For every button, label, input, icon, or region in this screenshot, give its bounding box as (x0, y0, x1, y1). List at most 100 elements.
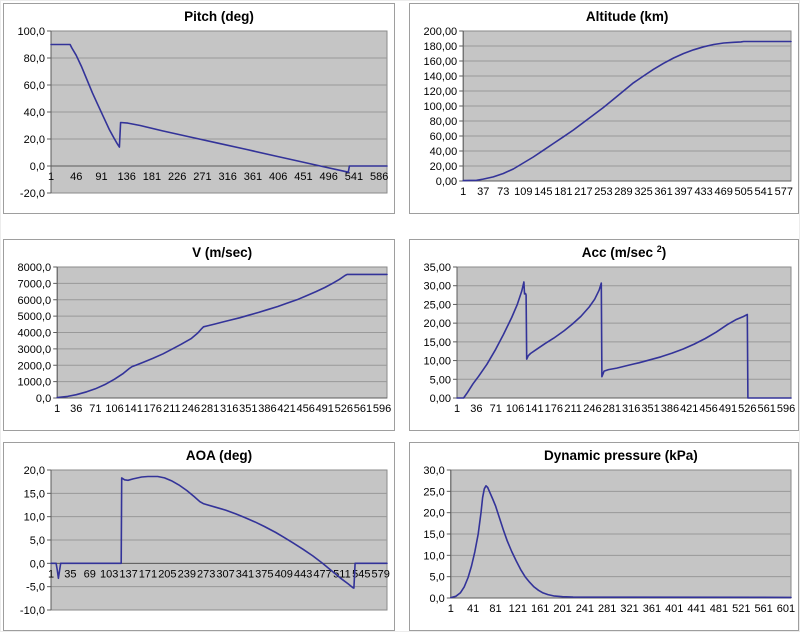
x-axis-label: 81 (489, 603, 501, 615)
x-axis-label: 456 (296, 403, 314, 415)
x-axis-label: 351 (641, 403, 659, 415)
x-axis-label: 141 (124, 403, 142, 415)
x-axis-label: 281 (598, 603, 616, 615)
x-axis-label: 71 (490, 403, 502, 415)
y-axis-label: 30,00 (423, 281, 451, 293)
x-axis-label: 176 (545, 403, 563, 415)
x-axis-label: 273 (197, 568, 215, 580)
x-axis-label: 145 (534, 186, 552, 198)
x-axis-label: 46 (70, 171, 82, 183)
y-axis-label: 40,0 (24, 107, 45, 119)
y-axis-label: 60,0 (24, 80, 45, 92)
x-axis-label: 491 (316, 403, 334, 415)
x-axis-label: 205 (158, 568, 176, 580)
chart-title: Altitude (km) (586, 9, 669, 24)
x-axis-label: 401 (665, 603, 683, 615)
x-axis-label: 386 (661, 403, 679, 415)
x-axis-label: 307 (216, 568, 234, 580)
x-axis-label: 211 (163, 403, 181, 415)
series-line (50, 475, 388, 589)
x-axis-label: 521 (732, 603, 750, 615)
x-axis-label: 481 (710, 603, 728, 615)
x-axis-label: 271 (193, 171, 211, 183)
x-axis-label: 441 (687, 603, 705, 615)
x-axis-label: 181 (554, 186, 572, 198)
chart-canvas: 30,0 25,0 20,0 15,0 10,0 5,0 0,01 41 81 121 161 201… (423, 448, 795, 615)
x-axis-label: 406 (269, 171, 287, 183)
x-axis-label: 211 (564, 403, 582, 415)
y-axis-label: 100,00 (424, 101, 458, 113)
y-axis-label: 8000,0 (18, 262, 52, 274)
y-axis-label: 0,0 (30, 161, 45, 173)
y-axis-label: 30,0 (423, 465, 444, 477)
y-axis-label: 2000,0 (18, 360, 52, 372)
y-axis-label: 5,00 (430, 374, 451, 386)
x-axis-label: 545 (352, 568, 370, 580)
x-axis-label: 579 (372, 568, 390, 580)
x-axis-label: 241 (576, 603, 594, 615)
x-axis-label: 325 (634, 186, 652, 198)
y-axis-label: 0,00 (436, 176, 457, 188)
x-axis-label: 386 (258, 403, 276, 415)
x-axis-label: 106 (506, 403, 524, 415)
x-axis-label: 281 (603, 403, 621, 415)
x-axis-label: 141 (525, 403, 543, 415)
x-axis-label: 375 (255, 568, 273, 580)
x-axis-label: 181 (143, 171, 161, 183)
y-axis-label: 60,00 (430, 131, 458, 143)
x-axis-label: 136 (118, 171, 136, 183)
x-axis-label: 37 (477, 186, 489, 198)
y-axis-label: 15,0 (24, 488, 45, 500)
x-axis-label: 226 (168, 171, 186, 183)
x-axis-label: 246 (583, 403, 601, 415)
x-axis-label: 316 (622, 403, 640, 415)
x-axis-label: 596 (777, 403, 795, 415)
x-axis-label: 421 (277, 403, 295, 415)
y-axis-label: 25,0 (423, 486, 444, 498)
x-axis-label: 561 (754, 603, 772, 615)
x-axis-label: 496 (319, 171, 337, 183)
x-axis-label: 217 (574, 186, 592, 198)
x-axis-label: 601 (777, 603, 795, 615)
chart-velocity: 8000,0 7000,0 6000,0 5000,0 4000,0 3000,0 2000… (3, 239, 395, 431)
chart-dynamic-pressure: 30,0 25,0 20,0 15,0 10,0 5,0 0,0 1 41 81 121 161 201… (409, 442, 799, 631)
x-axis-label: 239 (178, 568, 196, 580)
y-axis-label: 20,00 (430, 161, 458, 173)
x-axis-label: 246 (182, 403, 200, 415)
x-axis-label: 161 (531, 603, 549, 615)
x-axis-label: 106 (105, 403, 123, 415)
x-axis-label: 421 (680, 403, 698, 415)
y-axis-label: 0,00 (430, 393, 451, 405)
x-axis-label: 443 (294, 568, 312, 580)
plot-area (456, 266, 792, 399)
x-axis-label: 409 (275, 568, 293, 580)
x-axis-label: 69 (84, 568, 96, 580)
x-axis-label: 321 (620, 603, 638, 615)
x-axis-label: 253 (594, 186, 612, 198)
y-axis-label: 140,00 (424, 71, 458, 83)
x-axis-label: 361 (654, 186, 672, 198)
x-axis-label: 1 (48, 568, 54, 580)
chart-canvas: 8000,0 7000,0 6000,0 5000,0 4000,0 3000,0 2000… (18, 245, 392, 415)
y-axis-label: 15,00 (423, 337, 451, 349)
x-axis-label: 316 (219, 171, 237, 183)
x-axis-label: 491 (719, 403, 737, 415)
y-axis-label: 80,0 (24, 53, 45, 65)
x-axis-label: 505 (735, 186, 753, 198)
x-axis-label: 171 (139, 568, 157, 580)
y-axis-label: 20,0 (24, 465, 45, 477)
y-axis-label: 4000,0 (18, 328, 52, 340)
y-axis-label: 0,0 (30, 558, 45, 570)
y-axis-label: 10,0 (24, 512, 45, 524)
series-line (56, 273, 388, 399)
y-axis-label: 200,00 (424, 26, 458, 38)
y-axis-label: 7000,0 (18, 278, 52, 290)
chart-title: AOA (deg) (186, 448, 252, 463)
x-axis-label: 36 (470, 403, 482, 415)
chart-acceleration: 35,00 30,00 25,00 20,00 15,00 10,00 5,00 0,00 1 3… (409, 239, 799, 431)
x-axis-label: 289 (614, 186, 632, 198)
x-axis-label: 596 (373, 403, 391, 415)
y-axis-label: 10,00 (423, 356, 451, 368)
x-axis-label: 456 (699, 403, 717, 415)
